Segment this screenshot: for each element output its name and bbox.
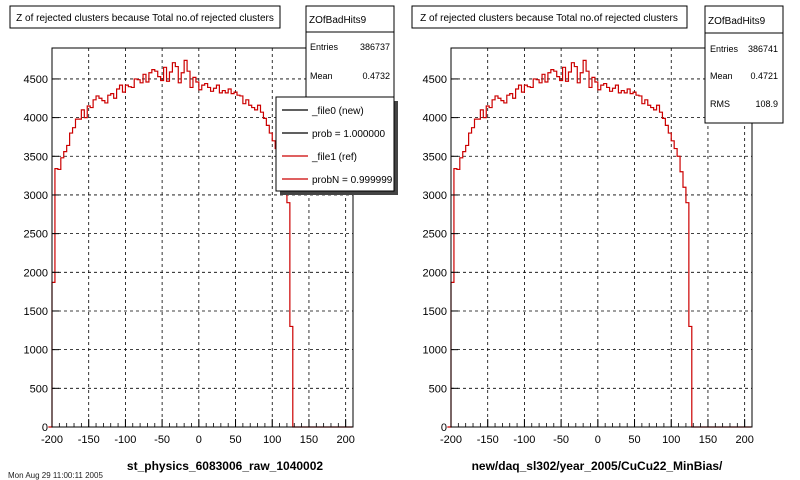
left-stats-name: ZOfBadHits9 (309, 15, 367, 26)
legend-entry-prob: prob = 1.000000 (282, 129, 386, 140)
right-x-tick-label-150: 150 (699, 434, 717, 446)
right-stats-value-mean: 0.4721 (750, 71, 778, 81)
legend-entry-file0: _file0 (new) (282, 106, 364, 117)
right-x-tick-label--200: -200 (440, 434, 462, 446)
left-stats-label-entries: Entries (310, 42, 339, 52)
right-x-ticks: -200 -150 -100 -50 0 50 100 150 200 (440, 419, 754, 446)
right-y-tick-label-0: 0 (441, 422, 447, 434)
right-y-tick-label-2000: 2000 (423, 267, 447, 279)
right-y-tick-label-4500: 4500 (423, 74, 447, 86)
right-stats-value-rms: 108.9 (755, 99, 778, 109)
legend-box: _file0 (new) prob = 1.000000 _file1 (ref… (275, 96, 398, 195)
left-grid (52, 48, 353, 427)
left-x-tick-label--50: -50 (154, 434, 170, 446)
right-x-axis-label: new/daq_sl302/year_2005/CuCu22_MinBias/ (472, 459, 723, 473)
left-x-tick-label-200: 200 (336, 434, 354, 446)
left-x-tick-label--150: -150 (78, 434, 100, 446)
left-plot-frame (51, 47, 354, 428)
footer-timestamp: Mon Aug 29 11:00:11 2005 (8, 471, 103, 480)
left-x-tick-label--100: -100 (114, 434, 136, 446)
left-x-tick-label-100: 100 (263, 434, 281, 446)
left-stats-value-entries: 386737 (360, 42, 390, 52)
left-y-ticks: 0 500 1000 1500 2000 2500 3000 3500 4000 4500 (24, 74, 59, 434)
left-title-box: Z of rejected clusters because Total no.… (9, 5, 281, 29)
left-y-tick-label-0: 0 (42, 422, 48, 434)
right-x-tick-label-50: 50 (628, 434, 640, 446)
right-stats-value-entries: 386741 (748, 44, 778, 54)
right-series-line (447, 59, 752, 428)
right-x-tick-label--50: -50 (553, 434, 569, 446)
left-x-axis-label: st_physics_6083006_raw_1040002 (127, 459, 323, 473)
legend-label-probn: probN = 0.999999 (312, 175, 393, 186)
right-x-tick-label--100: -100 (513, 434, 535, 446)
legend-entry-file1: _file1 (ref) (282, 152, 357, 163)
right-stats-name: ZOfBadHits9 (708, 16, 766, 27)
left-x-tick-label--200: -200 (41, 434, 63, 446)
left-x-tick-label-0: 0 (196, 434, 202, 446)
legend-label-file0: _file0 (new) (311, 106, 364, 117)
right-y-ticks: 0 500 1000 1500 2000 2500 3000 3500 4000 4500 (423, 74, 458, 434)
right-y-tick-label-4000: 4000 (423, 113, 447, 125)
right-y-tick-label-1000: 1000 (423, 345, 447, 357)
legend-label-file1: _file1 (ref) (311, 152, 357, 163)
left-y-tick-label-1000: 1000 (24, 345, 48, 357)
right-stats-label-rms: RMS (710, 99, 730, 109)
legend-entry-probn: probN = 0.999999 (282, 175, 393, 186)
right-x-tick-label--150: -150 (477, 434, 499, 446)
right-x-tick-label-0: 0 (595, 434, 601, 446)
left-stats-box: ZOfBadHits9 Entries 386737 Mean 0.4732 (305, 5, 395, 111)
right-stats-box: ZOfBadHits9 Entries 386741 Mean 0.4721 R… (704, 5, 784, 124)
right-y-tick-label-500: 500 (429, 383, 447, 395)
legend-label-prob: prob = 1.000000 (312, 129, 386, 140)
right-title: Z of rejected clusters because Total no.… (420, 13, 678, 24)
right-x-tick-label-200: 200 (735, 434, 753, 446)
right-plot-frame (450, 47, 753, 428)
left-x-tick-label-50: 50 (229, 434, 241, 446)
right-grid (451, 48, 752, 427)
right-y-tick-label-1500: 1500 (423, 306, 447, 318)
left-y-tick-label-2000: 2000 (24, 267, 48, 279)
left-y-tick-label-500: 500 (30, 383, 48, 395)
left-y-tick-label-4000: 4000 (24, 113, 48, 125)
left-x-tick-label-150: 150 (300, 434, 318, 446)
left-y-tick-label-2500: 2500 (24, 229, 48, 241)
left-y-tick-label-3500: 3500 (24, 151, 48, 163)
left-y-tick-label-3000: 3000 (24, 190, 48, 202)
right-stats-label-mean: Mean (710, 71, 733, 81)
left-x-ticks: -200 -150 -100 -50 0 50 100 150 200 (41, 419, 355, 446)
right-x-tick-label-100: 100 (662, 434, 680, 446)
right-y-tick-label-3500: 3500 (423, 151, 447, 163)
left-y-tick-label-4500: 4500 (24, 74, 48, 86)
left-stats-label-mean: Mean (310, 71, 333, 81)
right-title-box: Z of rejected clusters because Total no.… (411, 5, 688, 29)
left-stats-value-mean: 0.4732 (362, 71, 390, 81)
right-y-tick-label-2500: 2500 (423, 229, 447, 241)
left-title: Z of rejected clusters because Total no.… (16, 13, 274, 24)
right-stats-label-entries: Entries (710, 44, 739, 54)
left-y-tick-label-1500: 1500 (24, 306, 48, 318)
right-y-tick-label-3000: 3000 (423, 190, 447, 202)
